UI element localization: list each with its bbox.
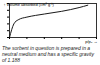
html-text:The sorbent in question is pre: The sorbent in question is prepared in a… [2, 45, 94, 63]
svg-text:p/p₀ →: p/p₀ → [85, 39, 97, 44]
svg-text:↑ Volume absorbed (cm³ g⁻¹): ↑ Volume absorbed (cm³ g⁻¹) [4, 2, 55, 7]
